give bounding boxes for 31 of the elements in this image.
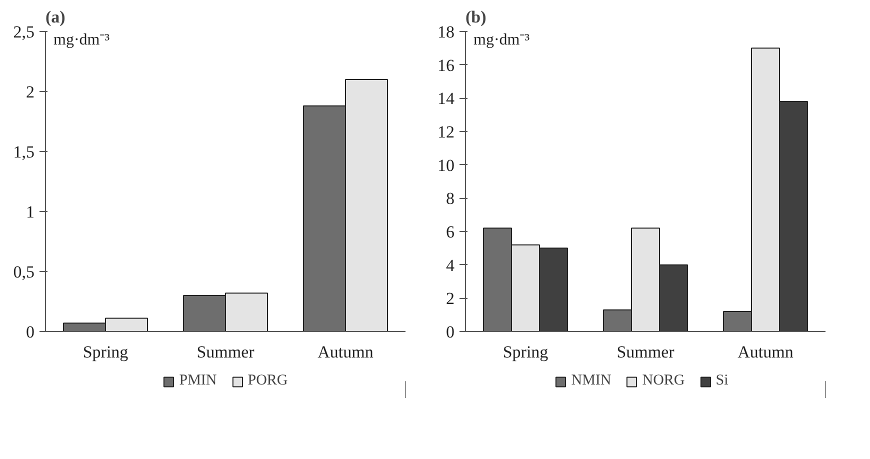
y-tick-label: 18 bbox=[438, 22, 454, 42]
y-tick-label: 16 bbox=[438, 56, 454, 75]
y-axis-title: mg·dm⁻³ bbox=[474, 32, 530, 48]
x-tick-label: Autumn bbox=[318, 342, 374, 362]
x-tick-label: Spring bbox=[502, 342, 549, 362]
chart-title: (b) bbox=[466, 8, 486, 26]
y-tick-label: 2 bbox=[26, 82, 34, 102]
legend-label: NMIN bbox=[571, 372, 612, 390]
y-tick-label: 8 bbox=[446, 189, 454, 208]
y-tick-label: 6 bbox=[446, 222, 454, 242]
y-tick-label: 0 bbox=[446, 322, 454, 342]
y-tick-label: 14 bbox=[438, 89, 455, 108]
legend-label: NORG bbox=[642, 372, 685, 390]
y-tick-label: 4 bbox=[446, 256, 455, 275]
legend-label: Si bbox=[716, 372, 730, 390]
y-tick-label: 12 bbox=[438, 122, 454, 142]
y-tick-label: 0 bbox=[26, 322, 34, 342]
y-tick-label: 10 bbox=[438, 156, 454, 175]
y-axis-title: mg·dm⁻³ bbox=[54, 32, 110, 48]
x-tick-label: Autumn bbox=[738, 342, 794, 362]
x-tick-label: Summer bbox=[616, 342, 675, 362]
x-tick-label: Spring bbox=[82, 342, 129, 362]
chart-title: (a) bbox=[46, 8, 66, 26]
legend-label: PMIN bbox=[179, 372, 217, 390]
y-tick-label: 1 bbox=[26, 202, 34, 222]
x-tick-label: Summer bbox=[196, 342, 255, 362]
y-tick-label: 2 bbox=[446, 289, 454, 308]
y-tick-label: 1,5 bbox=[13, 142, 34, 162]
legend-label: PORG bbox=[248, 372, 288, 390]
y-tick-label: 0,5 bbox=[13, 262, 34, 282]
y-tick-label: 2,5 bbox=[13, 22, 34, 42]
